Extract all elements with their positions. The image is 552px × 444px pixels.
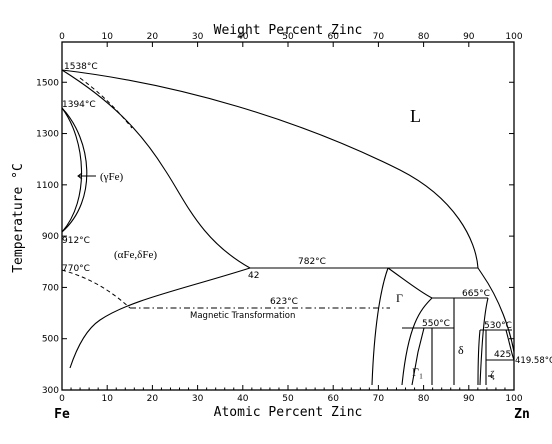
gamma-phase-label: Γ [396, 291, 403, 305]
label-912: 912°C [62, 236, 90, 246]
zeta-phase-label: ζ [490, 369, 495, 381]
element-zn-label: Zn [514, 407, 530, 422]
top-tick-label: 80 [418, 32, 430, 42]
top-tick-label: 100 [505, 32, 522, 42]
bottom-tick-label: 80 [418, 394, 430, 404]
y-tick-label: 900 [42, 232, 59, 242]
top-axis-title: Weight Percent Zinc [214, 23, 363, 38]
gamma-phase-inner [401, 297, 433, 386]
gamma-loop-outer [61, 107, 88, 233]
alpha-solvus-upper [61, 69, 251, 269]
bottom-tick-label: 60 [327, 394, 339, 404]
gamma1-boundary [411, 327, 425, 386]
plot-frame [61, 41, 515, 391]
label-41958: 419.58°C [515, 356, 552, 366]
zeta-left-boundary [477, 329, 481, 386]
curie-dashed-line [61, 269, 131, 309]
bottom-tick-label: 20 [147, 394, 159, 404]
top-tick-label: 90 [463, 32, 475, 42]
gamma-phase-right [387, 267, 433, 299]
bottom-tick-label: 100 [505, 394, 522, 404]
y-tick-label: 1300 [36, 130, 59, 140]
label-1538: 1538°C [64, 62, 98, 72]
top-tick-label: 50 [282, 32, 294, 42]
delta-dashed-line [79, 77, 133, 129]
liquidus-right-bottom [505, 329, 515, 361]
label-623: 623°C [270, 297, 298, 307]
label-665: 665°C [462, 289, 490, 299]
bottom-tick-label: 40 [237, 394, 249, 404]
alpha-delta-fe-label: (αFe,δFe) [114, 249, 157, 261]
bottom-tick-label: 0 [59, 394, 65, 404]
top-tick-label: 70 [373, 32, 385, 42]
magnetic-transformation-label: Magnetic Transformation [190, 311, 295, 321]
element-fe-label: Fe [54, 407, 70, 422]
delta-phase-label: δ [458, 343, 464, 357]
liquid-label: L [410, 106, 421, 126]
y-axis-title: Temperature °C [11, 163, 26, 273]
gamma-arrow-icon [77, 172, 83, 180]
y-tick-label: 1500 [36, 78, 59, 88]
bottom-tick-label: 90 [463, 394, 475, 404]
gamma-phase-left [371, 267, 389, 386]
label-1394: 1394°C [62, 100, 96, 110]
y-tick-label: 700 [42, 283, 59, 293]
label-782: 782°C [298, 257, 326, 267]
label-770: 770°C [62, 264, 90, 274]
top-tick-label: 20 [147, 32, 159, 42]
top-tick-label: 0 [59, 32, 65, 42]
axis-ticks: 0 10 20 30 40 50 60 70 80 90 100 0 10 20 30 40 50 60 70 80 9… [36, 32, 523, 404]
alpha-solvus-lower [69, 267, 251, 369]
top-tick-label: 30 [192, 32, 204, 42]
y-tick-label: 500 [42, 335, 59, 345]
gamma-fe-label: (γFe) [100, 171, 124, 183]
label-42: 42 [248, 271, 259, 281]
label-425: 425 [494, 350, 511, 360]
top-tick-label: 10 [101, 32, 113, 42]
y-tick-label: 1100 [36, 181, 59, 191]
label-530: 530°C [484, 321, 512, 331]
gamma1-phase-label: Γ₁ [412, 365, 423, 379]
top-tick-label: 60 [327, 32, 339, 42]
delta-right-boundary [479, 297, 489, 386]
gamma-loop-inner [61, 107, 83, 233]
bottom-tick-label: 50 [282, 394, 294, 404]
label-550: 550°C [422, 319, 450, 329]
bottom-tick-label: 10 [101, 394, 113, 404]
top-tick-label: 40 [237, 32, 249, 42]
y-tick-label: 300 [42, 386, 59, 396]
liquidus-curve [61, 69, 515, 353]
bottom-tick-label: 70 [373, 394, 385, 404]
bottom-tick-label: 30 [192, 394, 204, 404]
bottom-axis-title: Atomic Percent Zinc [214, 405, 363, 420]
